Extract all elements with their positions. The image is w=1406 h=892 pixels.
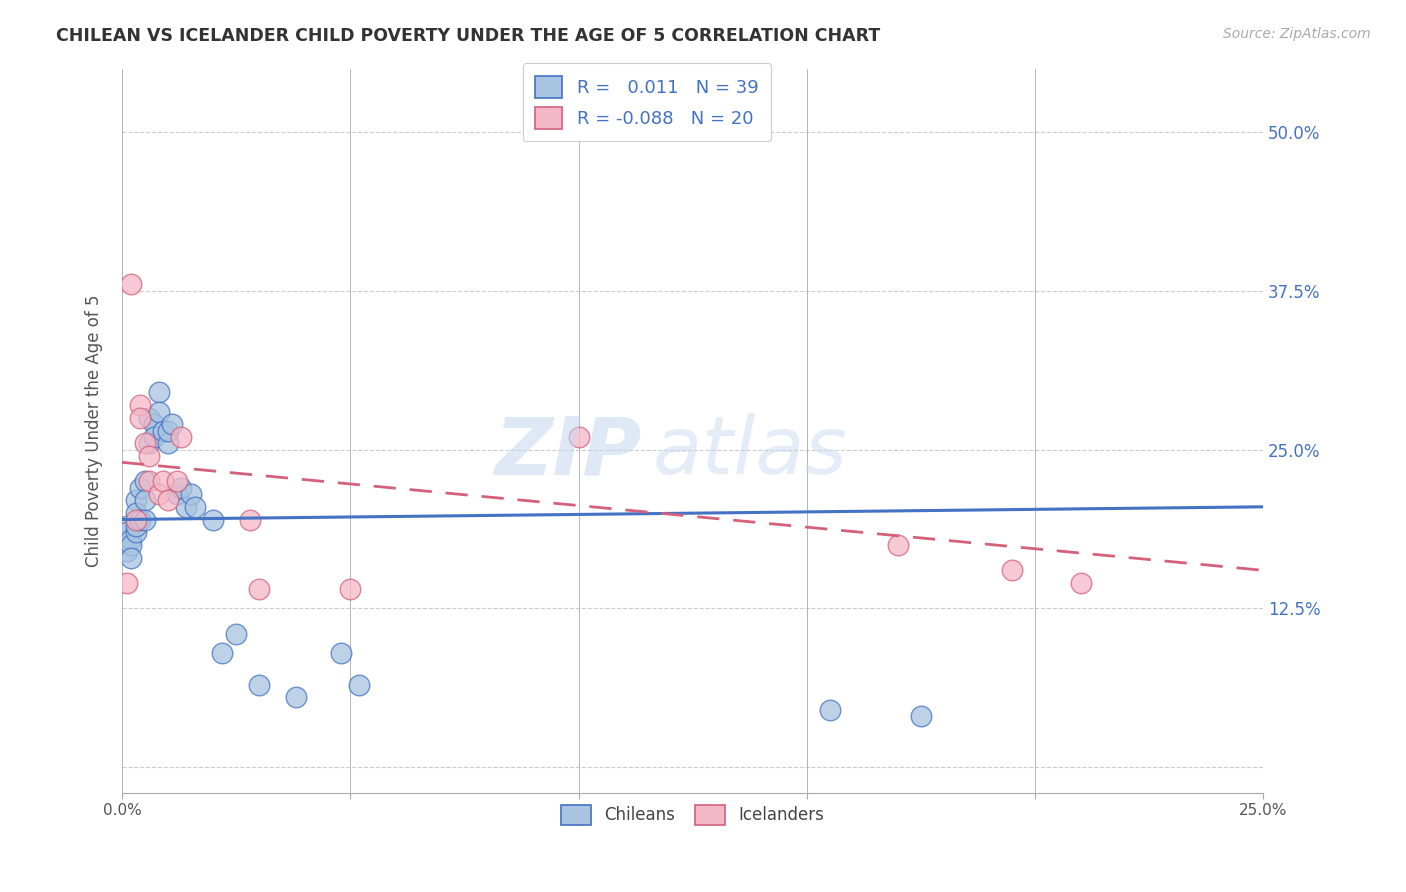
Point bbox=[148, 385, 170, 400]
Y-axis label: Child Poverty Under the Age of 5: Child Poverty Under the Age of 5 bbox=[86, 294, 103, 566]
Point bbox=[125, 506, 148, 520]
Point bbox=[284, 690, 307, 705]
Point bbox=[148, 404, 170, 418]
Point bbox=[120, 538, 142, 552]
Point bbox=[170, 430, 193, 444]
Point bbox=[910, 709, 932, 723]
Point bbox=[180, 487, 202, 501]
Point bbox=[162, 417, 184, 432]
Point bbox=[138, 410, 160, 425]
Point bbox=[887, 538, 910, 552]
Point bbox=[138, 475, 160, 489]
Point bbox=[156, 493, 179, 508]
Point bbox=[125, 519, 148, 533]
Legend: Chileans, Icelanders: Chileans, Icelanders bbox=[551, 795, 834, 835]
Point bbox=[125, 493, 148, 508]
Point bbox=[129, 512, 152, 526]
Point bbox=[115, 544, 138, 558]
Point bbox=[134, 493, 156, 508]
Point bbox=[567, 430, 589, 444]
Point bbox=[225, 627, 247, 641]
Text: ZIP: ZIP bbox=[494, 413, 641, 491]
Point bbox=[1070, 576, 1092, 591]
Point bbox=[170, 481, 193, 495]
Point bbox=[115, 576, 138, 591]
Point bbox=[166, 487, 188, 501]
Point bbox=[239, 512, 262, 526]
Point bbox=[166, 475, 188, 489]
Point bbox=[129, 410, 152, 425]
Point bbox=[143, 417, 166, 432]
Point bbox=[152, 475, 174, 489]
Point bbox=[156, 424, 179, 438]
Point bbox=[129, 481, 152, 495]
Point bbox=[138, 436, 160, 450]
Point bbox=[247, 678, 270, 692]
Point bbox=[134, 475, 156, 489]
Point bbox=[129, 398, 152, 412]
Text: atlas: atlas bbox=[652, 413, 848, 491]
Point bbox=[174, 500, 197, 514]
Point bbox=[134, 512, 156, 526]
Point bbox=[247, 582, 270, 597]
Point bbox=[349, 678, 371, 692]
Point bbox=[818, 703, 841, 717]
Point bbox=[156, 436, 179, 450]
Point bbox=[120, 277, 142, 292]
Text: Source: ZipAtlas.com: Source: ZipAtlas.com bbox=[1223, 27, 1371, 41]
Point bbox=[138, 449, 160, 463]
Point bbox=[134, 436, 156, 450]
Point bbox=[115, 519, 138, 533]
Point bbox=[211, 646, 233, 660]
Point bbox=[339, 582, 361, 597]
Point bbox=[115, 525, 138, 540]
Point bbox=[330, 646, 353, 660]
Point bbox=[184, 500, 207, 514]
Point bbox=[1001, 563, 1024, 577]
Point bbox=[125, 512, 148, 526]
Point bbox=[143, 430, 166, 444]
Point bbox=[202, 512, 225, 526]
Point bbox=[152, 424, 174, 438]
Text: CHILEAN VS ICELANDER CHILD POVERTY UNDER THE AGE OF 5 CORRELATION CHART: CHILEAN VS ICELANDER CHILD POVERTY UNDER… bbox=[56, 27, 880, 45]
Point bbox=[125, 525, 148, 540]
Point bbox=[148, 487, 170, 501]
Point bbox=[120, 532, 142, 546]
Point bbox=[120, 550, 142, 565]
